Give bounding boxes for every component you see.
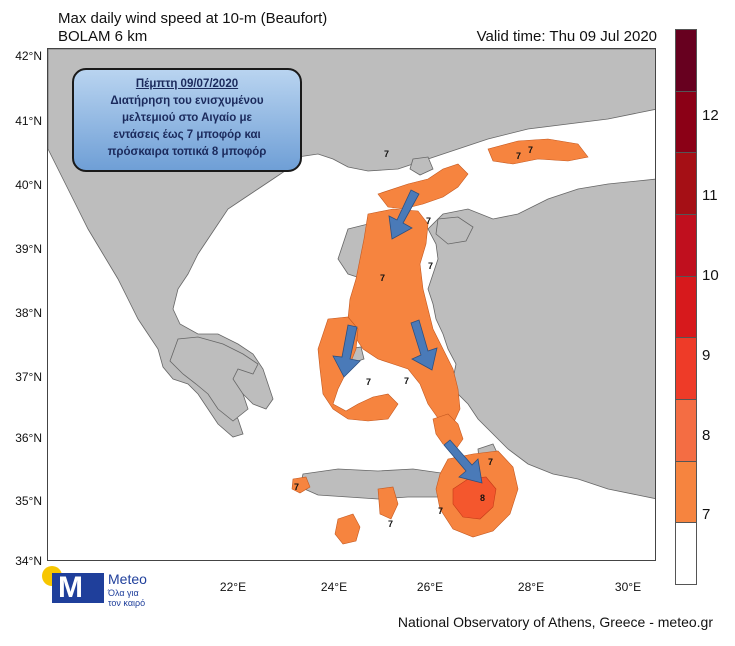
wind-arrows [332,189,483,484]
lat-label: 37°N [15,370,42,384]
contour-label: 7 [528,145,533,155]
colorbar-segment [676,400,696,462]
map-title: Max daily wind speed at 10-m (Beaufort) [58,10,328,27]
contour-label: 7 [380,273,385,283]
wind-arrow [388,189,420,240]
lat-label: 36°N [15,431,42,445]
north-aegean-zone [377,163,469,210]
west-cyclades-zone [317,316,399,422]
annotation-line: Διατήρηση του ενισχυμένου [110,95,264,107]
annotation-line: πρόσκαιρα τοπικά 8 μποφόρ [107,146,267,158]
meteo-logo-mark: M [58,571,83,604]
colorbar-segment [676,215,696,277]
peloponnese-landmass [169,336,259,422]
marmara-zone [487,138,589,165]
contour-label: 7 [384,149,389,159]
lat-label: 39°N [15,242,42,256]
west-crete-zone [291,476,311,494]
contour-label: 7 [294,482,299,492]
south-crete-zone [334,486,399,545]
wind-arrow [332,324,361,378]
lat-label: 34°N [15,554,42,568]
lon-label: 22°E [219,580,247,594]
contour-label: 7 [516,151,521,161]
colorbar-segment [676,338,696,401]
thasos-island [409,156,434,176]
colorbar-segment [676,523,696,585]
colorbar-label: 9 [702,347,711,364]
model-name: BOLAM 6 km [58,28,148,45]
annotation-date: Πέμπτη 09/07/2020 [135,78,239,90]
wind-arrow [443,439,483,484]
lesvos-island [435,216,474,245]
wind-arrow [410,319,438,371]
contour-label: 7 [488,457,493,467]
forecast-annotation: Πέμπτη 09/07/2020 Διατήρηση του ενισχυμέ… [72,68,302,172]
logo-tagline: Όλα για τον καιρό [108,588,146,608]
dodecanese-zone [432,413,464,450]
contour-label: 7 [426,216,431,226]
valid-time: Valid time: Thu 09 Jul 2020 [476,28,657,45]
colorbar-segment [676,461,696,524]
colorbar-segment [676,276,696,339]
lat-label: 38°N [15,306,42,320]
annotation-line: μελτεμιού στο Αιγαίο με [122,112,252,124]
contour-labels: 7 7 7 7 7 7 7 7 7 7 7 7 8 [294,145,533,529]
beaufort-colorbar [675,29,697,585]
contour-label: 7 [388,519,393,529]
contour-label: 7 [438,506,443,516]
annotation-line: εντάσεις έως 7 μποφόρ και [113,129,261,141]
credit-text: National Observatory of Athens, Greece -… [397,614,713,630]
colorbar-segment [676,91,696,154]
colorbar-segment [676,30,696,92]
contour-label: 8 [480,493,485,503]
lon-label: 24°E [320,580,348,594]
lon-label: 28°E [517,580,545,594]
logo-name: Meteo [108,571,147,587]
colorbar-label: 7 [702,506,711,523]
lat-label: 40°N [15,178,42,192]
lon-label: 26°E [416,580,444,594]
colorbar-label: 10 [702,267,719,284]
colorbar-label: 11 [702,187,718,204]
colorbar-label: 12 [702,107,719,124]
lat-label: 42°N [15,49,42,63]
contour-label: 7 [428,261,433,271]
colorbar-label: 8 [702,427,711,444]
lat-label: 35°N [15,494,42,508]
meteo-logo [52,573,104,603]
contour-label: 7 [404,376,409,386]
lat-label: 41°N [15,114,42,128]
lon-label: 30°E [614,580,642,594]
contour-label: 7 [366,377,371,387]
colorbar-segment [676,153,696,216]
turkey-landmass [427,178,655,500]
